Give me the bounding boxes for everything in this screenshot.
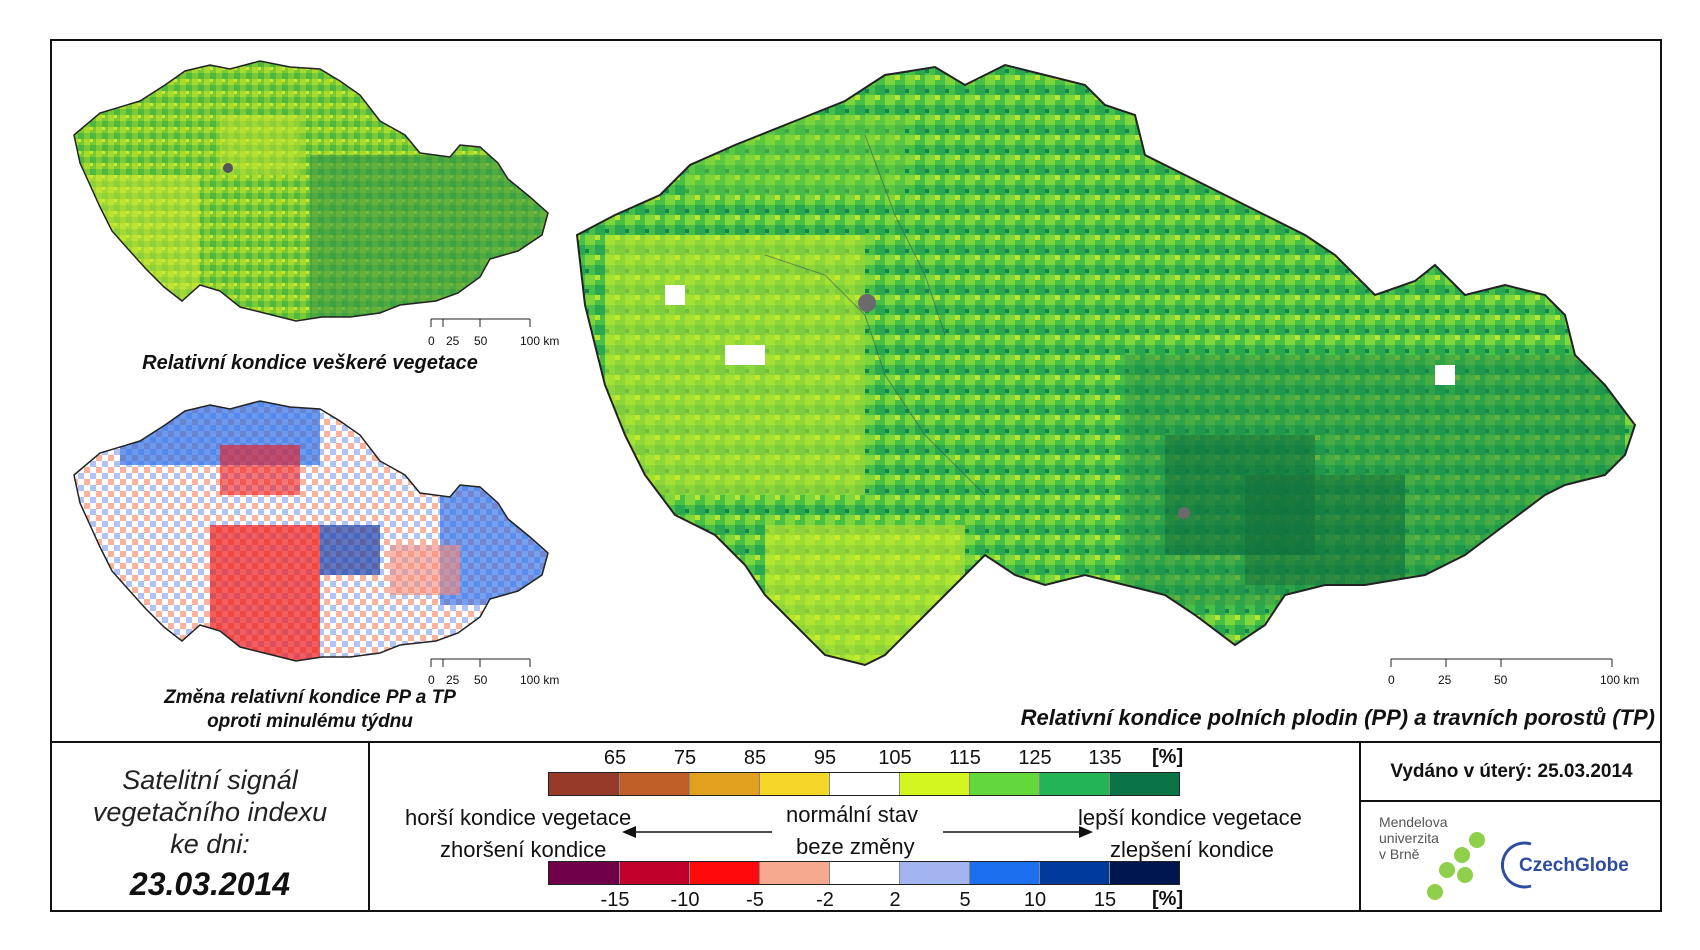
caption-line: Změna relativní kondice PP a TP [164,687,456,708]
scale-label: 0 [428,673,435,687]
legend-improvement-label: zlepšení kondice [1110,837,1274,862]
legend-tick-change: 15 [1093,889,1117,911]
scale-label: 25 [1438,673,1452,687]
figure-frame [50,39,1662,912]
mendel-dots-icon [1427,832,1485,900]
legend-unit: [%] [1152,888,1184,910]
legend-swatch [829,862,899,884]
map-caption-main: Relativní kondice polních plodin (PP) a … [1020,705,1655,730]
legend-swatch [549,773,619,795]
legend-swatch [899,773,969,795]
scale-label: 50 [1494,673,1508,687]
satellite-date: 23.03.2014 [129,866,291,902]
arrow-right-icon [943,826,1093,838]
legend-swatch [1109,862,1179,884]
logo-text-line: v Brně [1379,846,1420,862]
map-weekly-change [73,400,549,662]
map-all-vegetation [73,60,549,322]
satellite-text-line: vegetačního indexu [92,797,328,827]
legend-swatch [549,862,619,884]
legend-swatch [759,773,829,795]
scale-label: 25 [446,334,460,348]
legend-tick-condition: 115 [949,747,981,769]
czechglobe-text: CzechGlobe [1519,855,1629,876]
legend-tick-change: 5 [959,889,971,911]
mendel-university-logo: Mendelova univerzita v Brně [1379,814,1448,862]
issued-date: Vydáno v úterý: 25.03.2014 [1390,760,1633,782]
legend-change-bar [548,861,1180,885]
scale-bar-main [1390,658,1613,667]
panel-divider [1359,800,1662,802]
legend-swatch [899,862,969,884]
scale-label: 50 [474,673,488,687]
legend-normal-label: normální stav [786,802,919,827]
legend-swatch [619,862,689,884]
legend-tick-condition: 85 [743,747,767,769]
panel-divider [50,741,1662,743]
satellite-text-line: Satelitní signál [122,765,298,795]
satellite-text-line: ke dni: [170,829,250,859]
map-caption-all-vegetation: Relativní kondice veškeré vegetace [142,352,478,374]
arrow-left-icon [622,826,772,838]
legend-tick-condition: 105 [878,747,912,769]
legend-swatch [829,773,899,795]
legend-swatch [1109,773,1179,795]
scale-bar-change [430,658,531,667]
scale-label: 0 [428,334,435,348]
caption-line: oproti minulému týdnu [207,711,413,732]
legend-tick-change: -10 [670,889,700,911]
logo-text-line: Mendelova [1379,814,1448,830]
legend-tick-change: 2 [889,889,901,911]
legend-no-change-label: beze změny [796,834,915,859]
legend-tick-condition: 135 [1088,747,1122,769]
legend-swatch [759,862,829,884]
legend-swatch [969,862,1039,884]
legend-tick-condition: 75 [673,747,697,769]
panel-divider [1359,741,1361,912]
legend-tick-change: -15 [600,889,630,911]
legend-tick-condition: 65 [603,747,627,769]
logo-text-line: univerzita [1379,830,1439,846]
scale-label: 25 [446,673,460,687]
legend-better-label: lepší kondice vegetace [1078,805,1302,830]
map-caption-weekly-change: Změna relativní kondice PP a TP oproti m… [60,686,560,734]
legend-tick-change: -5 [746,889,764,911]
legend-tick-condition: 125 [1018,747,1052,769]
legend-swatch [689,862,759,884]
legend-tick-condition: 95 [813,747,837,769]
legend-swatch [619,773,689,795]
legend-swatch [1039,773,1109,795]
scale-label: 50 [474,334,488,348]
legend-deterioration-label: zhoršení kondice [440,837,607,862]
scale-bar-all [430,318,531,327]
legend-condition-bar [548,772,1180,796]
logo-area: Mendelova univerzita v Brně CzechGlobe [1361,802,1662,910]
legend-swatch [969,773,1039,795]
scale-label: 0 [1388,673,1395,687]
legend-swatch [1039,862,1109,884]
scale-label: 100 km [1600,673,1640,687]
panel-divider [368,741,370,912]
legend-tick-change: -2 [816,889,834,911]
legend-unit: [%] [1152,746,1184,768]
legend-tick-change: 10 [1023,889,1047,911]
scale-label: 100 km [520,334,560,348]
map-main-condition [575,63,1637,667]
satellite-date-panel: Satelitní signál vegetačního indexu ke d… [52,743,368,910]
scale-label: 100 km [520,673,560,687]
legend-worse-label: horší kondice vegetace [405,805,632,830]
legend-swatch [689,773,759,795]
czechglobe-logo: CzechGlobe [1501,841,1629,889]
